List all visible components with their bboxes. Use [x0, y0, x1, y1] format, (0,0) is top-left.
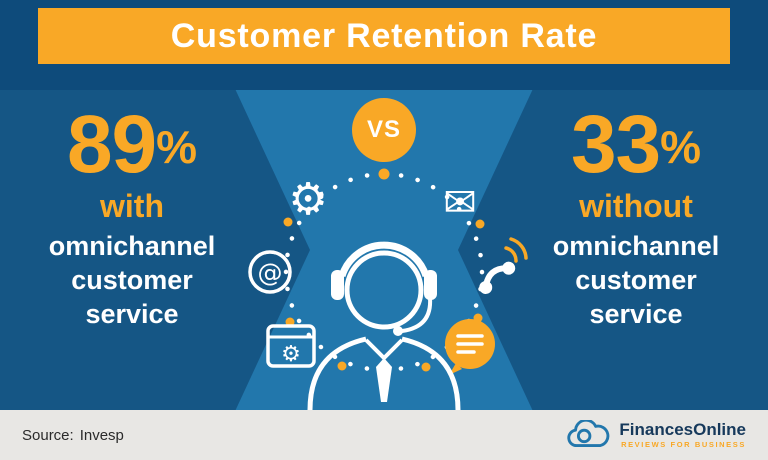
agent-tie — [376, 358, 392, 402]
retention-rate-without: 33% — [516, 104, 756, 186]
stat-qualifier: without — [579, 188, 693, 224]
at-glyph: @ — [258, 258, 283, 287]
percent-sign: % — [660, 120, 702, 173]
agent-shoulder-left — [307, 336, 367, 410]
source-label: Source: — [22, 426, 74, 444]
stat-without-omnichannel: 33% without omnichannel customer service — [516, 104, 756, 331]
stat-line: service — [85, 298, 179, 329]
support-agent-illustration: ⚙ ✉ @ ⚙ — [248, 168, 528, 410]
brand-text: FinancesOnline REVIEWS FOR BUSINESS — [619, 421, 746, 449]
stat-line: customer — [575, 264, 697, 295]
stat-description: omnichannel customer service — [12, 230, 252, 331]
stat-line: omnichannel — [552, 231, 720, 261]
stat-description: omnichannel customer service — [516, 230, 756, 331]
vs-badge: VS — [352, 98, 416, 162]
phone-icon — [479, 237, 528, 294]
brand-name: FinancesOnline — [619, 420, 746, 440]
agent-figure — [307, 241, 461, 410]
header-strip: Customer Retention Rate — [0, 0, 768, 90]
source: Source: Invesp — [22, 427, 124, 444]
footer: Source: Invesp FinancesOnline REVIEWS FOR… — [0, 410, 768, 460]
gear-icon: ⚙ — [288, 174, 327, 225]
headset-mic-boom — [401, 297, 433, 333]
brand-tagline: REVIEWS FOR BUSINESS — [621, 439, 746, 449]
agent-shoulder-right — [401, 336, 461, 410]
agent-head — [344, 250, 424, 330]
stat-number: 89 — [66, 99, 157, 190]
browser-gear-icon: ⚙ — [266, 324, 316, 368]
left-panel — [0, 90, 310, 410]
cloud-icon — [567, 420, 610, 447]
ring-accent-dots — [283, 168, 485, 372]
stat-line: omnichannel — [48, 231, 216, 261]
stat-qualifier: with — [100, 188, 164, 224]
stat-line: service — [589, 298, 683, 329]
chat-icon — [445, 319, 495, 375]
agent-collar — [364, 338, 404, 361]
source-value: Invesp — [79, 426, 124, 444]
page-title: Customer Retention Rate — [170, 16, 598, 55]
stat-with-omnichannel: 89% with omnichannel customer service — [12, 104, 252, 331]
stat-line: customer — [71, 264, 193, 295]
headset-earpieces — [331, 270, 437, 336]
headset-band — [338, 241, 430, 278]
title-banner: Customer Retention Rate — [38, 8, 730, 64]
retention-rate-with: 89% — [12, 104, 252, 186]
at-icon: @ — [248, 250, 292, 294]
browser-gear-glyph: ⚙ — [281, 342, 301, 367]
vs-label: VS — [366, 116, 401, 143]
stat-number: 33 — [570, 99, 661, 190]
email-icon: ✉ — [443, 180, 477, 226]
brand-logo: FinancesOnline REVIEWS FOR BUSINESS — [565, 420, 746, 450]
percent-sign: % — [156, 120, 198, 173]
